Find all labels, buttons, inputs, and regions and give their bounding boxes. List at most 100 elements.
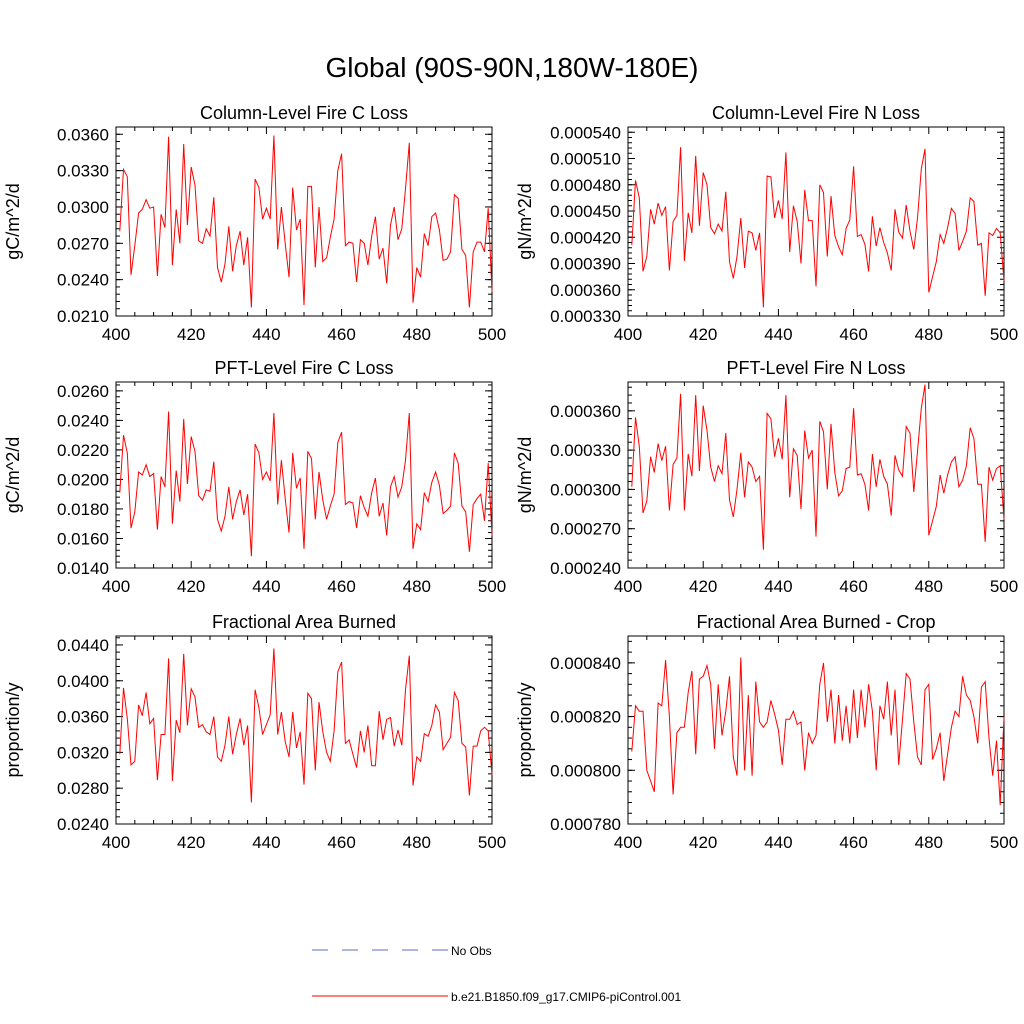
y-tick-label: 0.000390	[550, 255, 621, 274]
data-series-line	[631, 384, 1005, 550]
data-series-line	[119, 648, 493, 803]
y-tick-label: 0.0360	[57, 708, 109, 727]
x-tick-label: 480	[915, 577, 943, 596]
y-tick-label: 0.000240	[550, 559, 621, 578]
y-tick-label: 0.0360	[57, 125, 109, 144]
x-tick-label: 420	[689, 833, 717, 852]
x-tick-label: 420	[177, 833, 205, 852]
page-title: Global (90S-90N,180W-180E)	[325, 52, 699, 83]
y-tick-label: 0.0200	[57, 470, 109, 489]
y-tick-label: 0.000840	[550, 654, 621, 673]
y-tick-label: 0.0240	[57, 411, 109, 430]
x-tick-label: 500	[478, 325, 506, 344]
x-tick-label: 420	[689, 577, 717, 596]
x-tick-label: 420	[177, 577, 205, 596]
y-tick-label: 0.000270	[550, 520, 621, 539]
chart-panel-6: Fractional Area Burned - Crop proportion/…	[515, 612, 1018, 852]
chart-title: Column-Level Fire N Loss	[712, 103, 920, 123]
x-tick-label: 460	[839, 833, 867, 852]
y-tick-label: 0.0330	[57, 162, 109, 181]
x-tick-label: 420	[689, 325, 717, 344]
data-series-line	[631, 147, 1005, 308]
y-tick-label: 0.0320	[57, 743, 109, 762]
legend-label-no-obs: No Obs	[451, 944, 492, 958]
x-tick-label: 480	[915, 325, 943, 344]
y-tick-label: 0.000330	[550, 307, 621, 326]
y-tick-label: 0.0440	[57, 636, 109, 655]
y-axis-label: proportion/y	[3, 682, 23, 777]
legend: No Obs b.e21.B1850.f09_g17.CMIP6-piContro…	[312, 944, 681, 1004]
chart-title: Fractional Area Burned	[212, 612, 396, 632]
y-tick-label: 0.000420	[550, 228, 621, 247]
y-tick-label: 0.000480	[550, 176, 621, 195]
y-tick-label: 0.0210	[57, 307, 109, 326]
x-tick-label: 500	[478, 577, 506, 596]
x-tick-label: 420	[177, 325, 205, 344]
data-series-line	[119, 135, 493, 308]
x-tick-label: 460	[327, 833, 355, 852]
x-tick-label: 440	[252, 577, 280, 596]
y-tick-label: 0.0240	[57, 271, 109, 290]
x-tick-label: 440	[252, 325, 280, 344]
y-tick-label: 0.000820	[550, 708, 621, 727]
x-tick-label: 440	[764, 325, 792, 344]
y-axis-label: gC/m^2/d	[3, 183, 23, 259]
data-series-line	[119, 411, 493, 557]
chart-title: Column-Level Fire C Loss	[200, 103, 408, 123]
chart-panel-2: Column-Level Fire N Loss gN/m^2/d 400 420 44…	[515, 103, 1018, 344]
x-tick-label: 460	[327, 577, 355, 596]
chart-panel-1: Column-Level Fire C Loss gC/m^2/d 400 420 44…	[3, 103, 506, 344]
x-tick-label: 440	[252, 833, 280, 852]
legend-label-control: b.e21.B1850.f09_g17.CMIP6-piControl.001	[451, 990, 681, 1004]
y-tick-label: 0.0260	[57, 382, 109, 401]
chart-title: PFT-Level Fire C Loss	[214, 358, 393, 378]
y-axis-label: gN/m^2/d	[515, 183, 535, 259]
y-tick-label: 0.0180	[57, 500, 109, 519]
x-tick-label: 480	[403, 833, 431, 852]
x-tick-label: 400	[614, 833, 642, 852]
plot-frame	[115, 635, 493, 825]
x-tick-label: 500	[990, 325, 1018, 344]
y-tick-label: 0.000540	[550, 123, 621, 142]
y-axis-label: gC/m^2/d	[3, 437, 23, 513]
x-tick-label: 460	[839, 325, 867, 344]
y-tick-label: 0.000330	[550, 441, 621, 460]
y-tick-label: 0.0240	[57, 815, 109, 834]
x-tick-label: 500	[478, 833, 506, 852]
x-tick-label: 400	[614, 577, 642, 596]
chart-panel-5: Fractional Area Burned proportion/y 400 420…	[3, 612, 506, 852]
y-tick-label: 0.0140	[57, 559, 109, 578]
y-tick-label: 0.000800	[550, 761, 621, 780]
x-tick-label: 500	[990, 833, 1018, 852]
x-tick-label: 440	[764, 833, 792, 852]
y-tick-label: 0.0400	[57, 672, 109, 691]
y-tick-label: 0.000300	[550, 480, 621, 499]
chart-title: PFT-Level Fire N Loss	[726, 358, 905, 378]
y-tick-label: 0.000360	[550, 281, 621, 300]
x-tick-label: 480	[403, 577, 431, 596]
x-tick-label: 480	[403, 325, 431, 344]
x-tick-label: 400	[614, 325, 642, 344]
plot-frame	[115, 126, 493, 317]
y-tick-label: 0.0160	[57, 529, 109, 548]
y-tick-label: 0.000780	[550, 815, 621, 834]
y-tick-label: 0.000360	[550, 402, 621, 421]
x-tick-label: 500	[990, 577, 1018, 596]
y-tick-label: 0.000510	[550, 150, 621, 169]
x-tick-label: 440	[764, 577, 792, 596]
x-tick-label: 460	[839, 577, 867, 596]
plot-frame	[627, 126, 1005, 317]
x-tick-label: 400	[102, 325, 130, 344]
y-tick-label: 0.0220	[57, 441, 109, 460]
chart-title: Fractional Area Burned - Crop	[696, 612, 935, 632]
x-tick-label: 400	[102, 833, 130, 852]
y-axis-label: gN/m^2/d	[515, 437, 535, 513]
y-tick-label: 0.0280	[57, 779, 109, 798]
y-tick-label: 0.0300	[57, 198, 109, 217]
x-tick-label: 460	[327, 325, 355, 344]
x-tick-label: 400	[102, 577, 130, 596]
y-tick-label: 0.000450	[550, 202, 621, 221]
x-tick-label: 480	[915, 833, 943, 852]
y-tick-label: 0.0270	[57, 234, 109, 253]
